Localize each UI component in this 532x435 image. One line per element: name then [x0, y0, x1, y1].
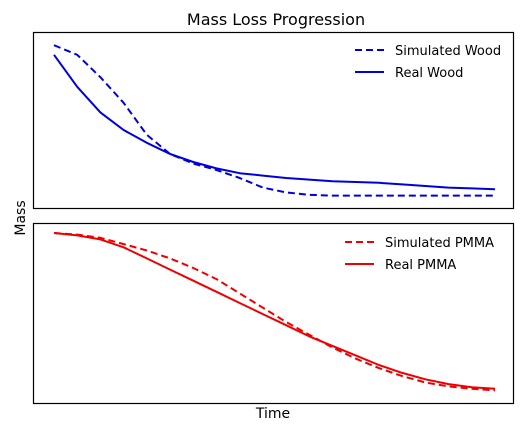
pmma-legend: Simulated PMMA Real PMMA — [345, 236, 494, 273]
legend-label-simulated-pmma: Simulated PMMA — [385, 236, 494, 251]
legend-label-real-pmma: Real PMMA — [385, 258, 456, 273]
chart-title: Mass Loss Progression — [187, 10, 365, 29]
y-axis-label: Mass — [13, 200, 29, 235]
series-line-real-pmma — [53, 232, 496, 390]
legend-label-real-wood: Real Wood — [395, 66, 463, 81]
legend-label-simulated-wood: Simulated Wood — [395, 44, 501, 59]
pmma-panel-frame — [32, 222, 515, 405]
series-line-simulated-wood — [53, 44, 495, 197]
series-line-simulated-pmma — [53, 232, 496, 392]
x-axis-label: Time — [255, 406, 290, 422]
series-line-real-wood — [53, 54, 496, 191]
wood-legend: Simulated Wood Real Wood — [355, 44, 501, 81]
wood-panel-frame — [32, 31, 515, 210]
pmma-series-group — [53, 232, 496, 392]
wood-series-group — [53, 44, 496, 197]
